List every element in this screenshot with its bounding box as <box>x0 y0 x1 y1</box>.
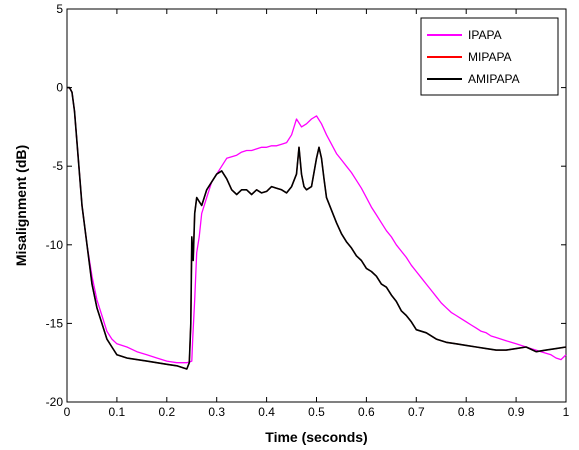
y-tick-label: -10 <box>46 238 64 252</box>
y-tick-label: 0 <box>56 81 63 95</box>
y-tick-label: -5 <box>52 159 63 173</box>
x-tick-label: 0.3 <box>208 405 225 419</box>
y-tick-label: -20 <box>46 395 64 409</box>
y-tick-label: 5 <box>56 2 63 16</box>
legend-label-amipapa: AMIPAPA <box>468 72 520 86</box>
legend: IPAPA MIPAPA AMIPAPA <box>420 17 559 96</box>
x-tick-label: 0 <box>64 405 71 419</box>
x-tick-label: 0.7 <box>408 405 425 419</box>
x-tick-label: 0.1 <box>109 405 126 419</box>
x-tick-label: 1 <box>563 405 570 419</box>
x-tick-label: 0.9 <box>508 405 525 419</box>
y-axis-title: Misalignment (dB) <box>13 145 29 266</box>
x-tick-label: 0.2 <box>158 405 175 419</box>
ticks-layer: 0 0.1 0.2 0.3 0.4 0.5 0.6 0.7 0.8 0.9 1 -20 -15 -10 -5… <box>46 2 570 419</box>
x-tick-label: 0.6 <box>358 405 375 419</box>
legend-label-mipapa: MIPAPA <box>468 50 512 64</box>
series-layer <box>67 86 567 370</box>
series-line-ipapa <box>67 86 567 364</box>
y-tick-label: -15 <box>46 316 64 330</box>
series-line-amipapa <box>67 86 567 370</box>
x-tick-label: 0.8 <box>458 405 475 419</box>
x-tick-label: 0.4 <box>258 405 275 419</box>
x-tick-label: 0.5 <box>308 405 325 419</box>
x-axis-title: Time (seconds) <box>265 429 367 445</box>
legend-label-ipapa: IPAPA <box>468 28 502 42</box>
